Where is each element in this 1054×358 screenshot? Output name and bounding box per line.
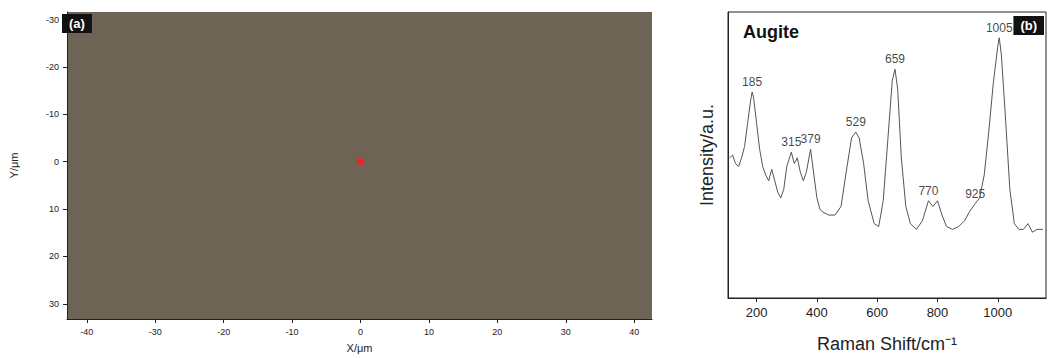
svg-text:0: 0 xyxy=(54,157,59,167)
svg-text:-20: -20 xyxy=(46,62,59,72)
svg-text:Intensity/a.u.: Intensity/a.u. xyxy=(697,104,717,206)
svg-text:659: 659 xyxy=(885,52,905,66)
svg-text:(b): (b) xyxy=(1020,18,1037,33)
svg-text:X/μm: X/μm xyxy=(347,342,373,354)
svg-text:379: 379 xyxy=(801,132,821,146)
svg-text:-40: -40 xyxy=(80,327,93,337)
svg-text:-30: -30 xyxy=(46,15,59,25)
svg-text:(a): (a) xyxy=(69,16,85,31)
svg-text:200: 200 xyxy=(746,305,768,320)
svg-text:30: 30 xyxy=(561,327,571,337)
svg-text:30: 30 xyxy=(49,299,59,309)
svg-text:400: 400 xyxy=(806,305,828,320)
svg-text:Augite: Augite xyxy=(743,22,799,42)
svg-text:185: 185 xyxy=(742,75,762,89)
svg-text:1000: 1000 xyxy=(983,305,1012,320)
svg-text:-10: -10 xyxy=(46,109,59,119)
svg-text:1005: 1005 xyxy=(986,21,1013,35)
svg-text:770: 770 xyxy=(918,184,938,198)
svg-text:Y/μm: Y/μm xyxy=(8,153,20,179)
svg-text:529: 529 xyxy=(846,115,866,129)
svg-text:-10: -10 xyxy=(286,327,299,337)
svg-text:10: 10 xyxy=(49,204,59,214)
svg-text:40: 40 xyxy=(629,327,639,337)
svg-text:10: 10 xyxy=(424,327,434,337)
svg-text:Raman Shift/cm⁻¹: Raman Shift/cm⁻¹ xyxy=(817,334,957,354)
svg-text:20: 20 xyxy=(492,327,502,337)
svg-text:0: 0 xyxy=(358,327,363,337)
svg-text:20: 20 xyxy=(49,251,59,261)
svg-text:600: 600 xyxy=(866,305,888,320)
svg-text:925: 925 xyxy=(965,187,985,201)
svg-text:-30: -30 xyxy=(149,327,162,337)
svg-text:800: 800 xyxy=(927,305,949,320)
svg-text:315: 315 xyxy=(781,135,801,149)
svg-text:-20: -20 xyxy=(217,327,230,337)
